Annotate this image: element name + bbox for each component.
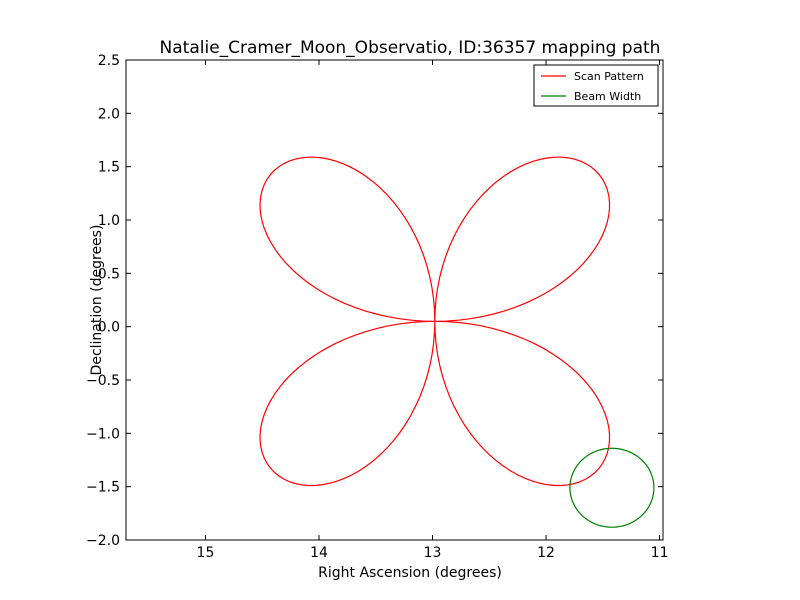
x-tick-label: 14 [310,545,328,561]
x-tick-label: 15 [197,545,215,561]
y-tick-label: 0.5 [98,266,120,282]
y-axis: −2.0 −1.5 −1.0 −0.5 0.0 0.5 1.0 1.5 2.0 2.5 [86,53,663,549]
y-tick-label: 1.5 [98,160,120,176]
y-tick-label: 0.0 [98,320,120,336]
legend-label-beam-width: Beam Width [574,90,641,103]
series-line-beam-width [569,447,655,528]
plot-series [259,156,655,528]
y-tick-label: 2.0 [98,106,120,122]
x-tick-label: 13 [424,545,442,561]
x-axis-label: Right Ascension (degrees) [318,565,502,581]
y-tick-label: −1.0 [86,426,120,442]
legend: Scan Pattern Beam Width [533,64,659,107]
plot-frame [125,59,664,541]
y-axis-label: Declination (degrees) [89,225,105,376]
x-tick-label: 12 [537,545,555,561]
series-line-scan-pattern [259,156,611,487]
y-tick-label: 1.0 [98,213,120,229]
y-tick-label: 2.5 [98,53,120,69]
legend-label-scan-pattern: Scan Pattern [574,70,644,83]
y-tick-label: −0.5 [86,373,120,389]
y-tick-label: −1.5 [86,480,120,496]
y-tick-label: −2.0 [86,533,120,549]
x-tick-label: 11 [651,545,669,561]
x-axis: 15 14 13 12 11 [197,60,669,561]
legend-box [533,64,659,107]
chart-title: Natalie_Cramer_Moon_Observatio, ID:36357… [160,38,661,58]
